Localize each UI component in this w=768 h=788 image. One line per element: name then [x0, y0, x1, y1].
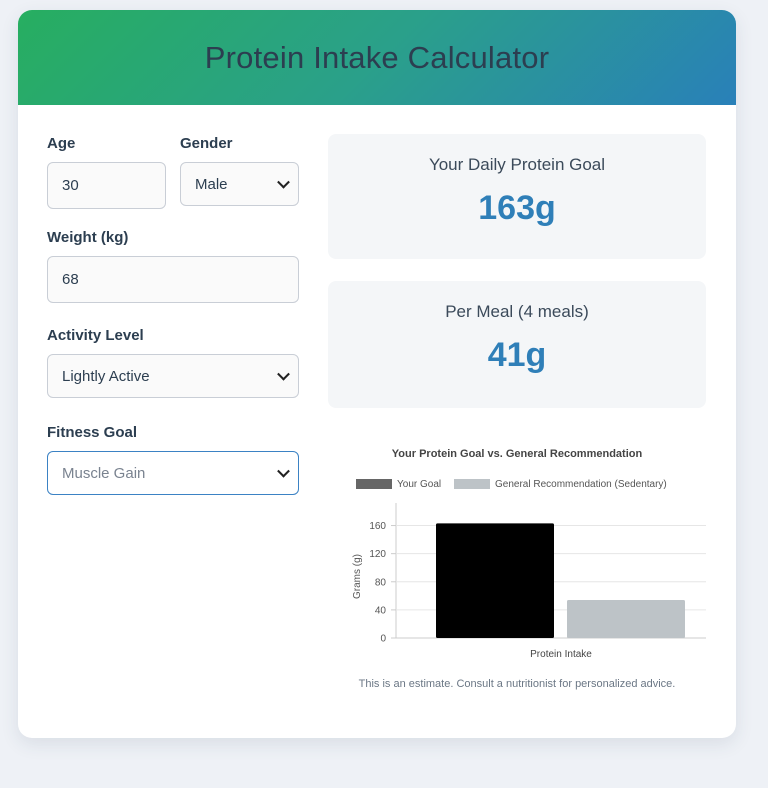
- chart-title: Your Protein Goal vs. General Recommenda…: [392, 448, 643, 460]
- gender-label: Gender: [180, 135, 233, 152]
- age-value: 30: [62, 177, 79, 194]
- input-form: Age 30 Gender Male Weight (kg) 68 Activi…: [47, 135, 299, 517]
- age-input[interactable]: 30: [47, 162, 166, 209]
- bar-general-recommendation: [567, 600, 685, 638]
- age-label: Age: [47, 135, 76, 152]
- per-meal-card: Per Meal (4 meals) 41g: [328, 281, 706, 408]
- legend-swatch: [454, 479, 490, 489]
- y-tick-label: 160: [369, 521, 386, 532]
- weight-input[interactable]: 68: [47, 256, 299, 303]
- chevron-down-icon: [277, 464, 290, 478]
- activity-label: Activity Level: [47, 327, 144, 344]
- y-tick-label: 0: [380, 634, 386, 645]
- daily-goal-value: 163g: [478, 189, 556, 227]
- activity-select[interactable]: Lightly Active: [47, 354, 299, 398]
- gender-value: Male: [195, 175, 228, 193]
- y-tick-label: 120: [369, 549, 386, 560]
- weight-value: 68: [62, 271, 79, 288]
- goal-value: Muscle Gain: [62, 464, 146, 482]
- bar-your-goal: [436, 523, 554, 638]
- x-tick-label: Protein Intake: [530, 649, 592, 660]
- per-meal-value: 41g: [487, 336, 547, 374]
- y-tick-label: 40: [375, 605, 387, 616]
- activity-value: Lightly Active: [62, 367, 150, 385]
- chevron-down-icon: [277, 175, 290, 189]
- goal-select[interactable]: Muscle Gain: [47, 451, 299, 495]
- daily-goal-title: Your Daily Protein Goal: [428, 155, 606, 174]
- chevron-down-icon: [277, 367, 290, 381]
- legend-label: General Recommendation (Sedentary): [495, 479, 667, 490]
- gender-select[interactable]: Male: [180, 162, 299, 206]
- results-panel: Your Daily Protein Goal 163g Per Meal (4…: [328, 134, 706, 430]
- goal-label: Fitness Goal: [47, 424, 138, 441]
- header: Protein Intake Calculator: [18, 10, 736, 105]
- page-title: Protein Intake Calculator: [204, 39, 550, 75]
- daily-goal-card: Your Daily Protein Goal 163g: [328, 134, 706, 259]
- y-tick-label: 80: [375, 577, 387, 588]
- legend-label: Your Goal: [397, 479, 441, 490]
- per-meal-title: Per Meal (4 meals): [445, 302, 589, 321]
- legend-swatch: [356, 479, 392, 489]
- y-axis-label: Grams (g): [352, 554, 363, 599]
- protein-chart: Your Protein Goal vs. General Recommenda…: [352, 448, 706, 660]
- calculator-card: Protein Intake Calculator Age 30 Gender …: [18, 10, 736, 738]
- disclaimer: This is an estimate. Consult a nutrition…: [358, 678, 676, 690]
- weight-label: Weight (kg): [47, 229, 129, 246]
